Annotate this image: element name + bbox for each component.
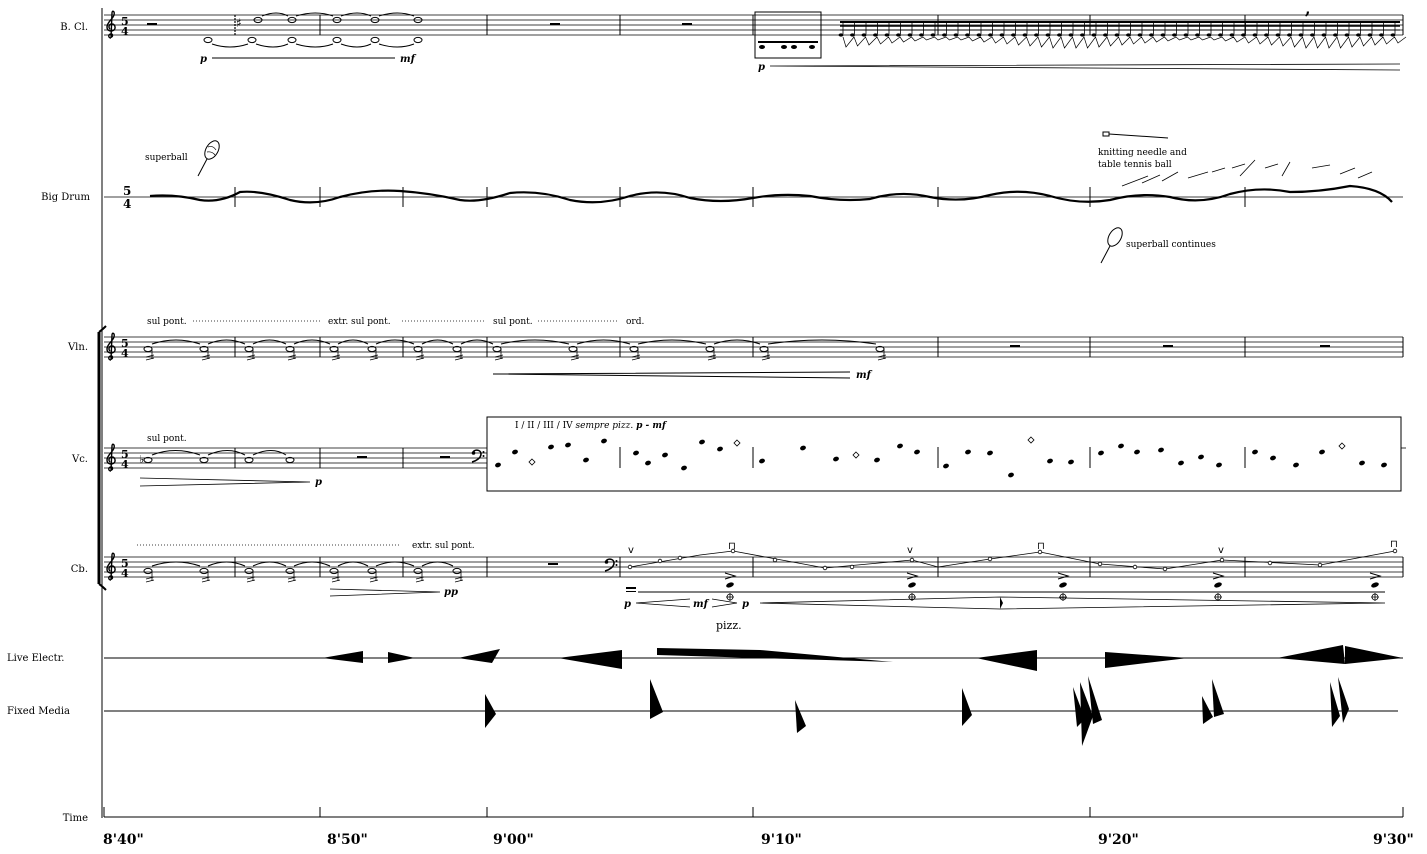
live-electronics-track — [104, 645, 1403, 671]
label-fixed-media: Fixed Media — [7, 706, 70, 717]
fixed-media-track — [104, 676, 1398, 746]
knitting-needle-icon — [1102, 131, 1169, 139]
vc-time-sig-top: 5 — [121, 448, 129, 461]
vc-box-label: I / II / III / IV sempre pizz. p - mf — [515, 421, 668, 431]
cb-pizz-label: pizz. — [716, 619, 742, 632]
label-time: Time — [63, 813, 88, 824]
time-mark-0: 8'40" — [103, 832, 144, 848]
superball-text: superball — [145, 153, 188, 163]
superball-mallet-icon — [197, 140, 220, 177]
label-violin: Vln. — [67, 342, 88, 353]
vc-time-sig-bottom: 4 — [121, 458, 129, 471]
vln-extr-sul-pont: extr. sul pont. — [328, 317, 391, 327]
cb-time-sig-bottom: 4 — [121, 567, 129, 580]
cb-dyn-pizz-start: p — [624, 599, 631, 610]
svg-text:⊓: ⊓ — [728, 541, 736, 552]
vln-sul-pont: sul pont. — [147, 317, 187, 327]
breath-mark: , — [1305, 0, 1311, 18]
bcl-dyn-tremolo: p — [758, 62, 765, 73]
svg-text:v: v — [628, 545, 634, 556]
cb-accented-notes — [724, 572, 1382, 601]
superball-continues-text: superball continues — [1126, 240, 1216, 250]
time-mark-4: 9'20" — [1098, 832, 1139, 848]
label-bass-clarinet: B. Cl. — [60, 22, 88, 33]
flat-sign: ♭ — [139, 453, 144, 466]
cb-dyn-pizz-end: p — [742, 599, 749, 610]
vln-time-sig-bottom: 4 — [121, 347, 129, 360]
vln-sul-pont-2: sul pont. — [493, 317, 533, 327]
time-mark-3: 9'10" — [761, 832, 802, 848]
svg-text:⊓: ⊓ — [1037, 541, 1045, 552]
time-mark-1: 8'50" — [327, 832, 368, 848]
vc-dyn-end: p — [315, 477, 322, 488]
drum-time-sig-top: 5 — [123, 184, 131, 198]
cello-bass-clef-icon — [471, 449, 485, 463]
drum-time-sig-bottom: 4 — [123, 197, 131, 211]
knitting-text-2: table tennis ball — [1098, 160, 1172, 170]
time-axis: 8'40" 8'50" 9'00" 9'10" 9'20" 9'30" — [103, 807, 1414, 848]
label-big-drum: Big Drum — [41, 192, 90, 203]
svg-text:v: v — [1218, 545, 1224, 556]
cb-gliss-line — [629, 550, 1396, 570]
sharp-sign: ♯ — [236, 16, 242, 30]
cb-tied-notes — [143, 561, 464, 583]
violin-staff: 5 4 sul pont. extr. sul pont. sul pont. … — [104, 317, 1404, 381]
cello-staff: 5 4 ♭ sul pont. p I / II / III / IV semp… — [104, 416, 1406, 492]
vc-pizz-notes — [495, 436, 1387, 478]
vc-pizz-box — [486, 416, 1402, 492]
bcl-dyn-end: mf — [400, 54, 417, 65]
cb-time-sig-top: 5 — [121, 557, 129, 570]
time-mark-5: 9'30" — [1373, 832, 1414, 848]
drum-wave-line — [149, 184, 1393, 204]
knitting-strokes — [1121, 159, 1373, 187]
vc-sul-pont: sul pont. — [147, 434, 187, 444]
bow-marks: v ⊓ v ⊓ v ⊓ — [628, 539, 1398, 556]
bcl-dyn-start: p — [200, 54, 207, 65]
svg-text:⊓: ⊓ — [1390, 539, 1398, 550]
knitting-text-1: knitting needle and — [1098, 148, 1187, 158]
label-live-electronics: Live Electr. — [7, 653, 64, 664]
label-contrabass: Cb. — [71, 564, 88, 575]
bass-clarinet-staff: 5 4 — [104, 0, 1407, 73]
cb-dyn-pp: pp — [444, 587, 458, 598]
svg-text:v: v — [907, 545, 913, 556]
cb-bass-clef-icon — [604, 558, 618, 572]
big-drum-staff: 5 4 superball knitting needle and table … — [104, 131, 1403, 264]
violin-tied-notes — [143, 339, 887, 361]
time-sig-top: 5 — [121, 15, 129, 28]
contrabass-staff: 5 4 extr. sul pont. pp — [104, 539, 1404, 632]
vln-dyn-end: mf — [856, 370, 873, 381]
time-mark-2: 9'00" — [493, 832, 534, 848]
vln-time-sig-top: 5 — [121, 337, 129, 350]
bcl-tremolo-notes — [838, 22, 1407, 49]
label-cello: Vc. — [71, 454, 88, 465]
system-bracket — [97, 8, 107, 818]
cb-dyn-pizz-mid: mf — [693, 599, 710, 610]
superball-continues-icon — [1100, 227, 1123, 264]
time-sig-bottom: 4 — [121, 25, 129, 38]
cb-extr-sul-pont: extr. sul pont. — [412, 541, 475, 551]
vln-ord: ord. — [626, 317, 644, 327]
